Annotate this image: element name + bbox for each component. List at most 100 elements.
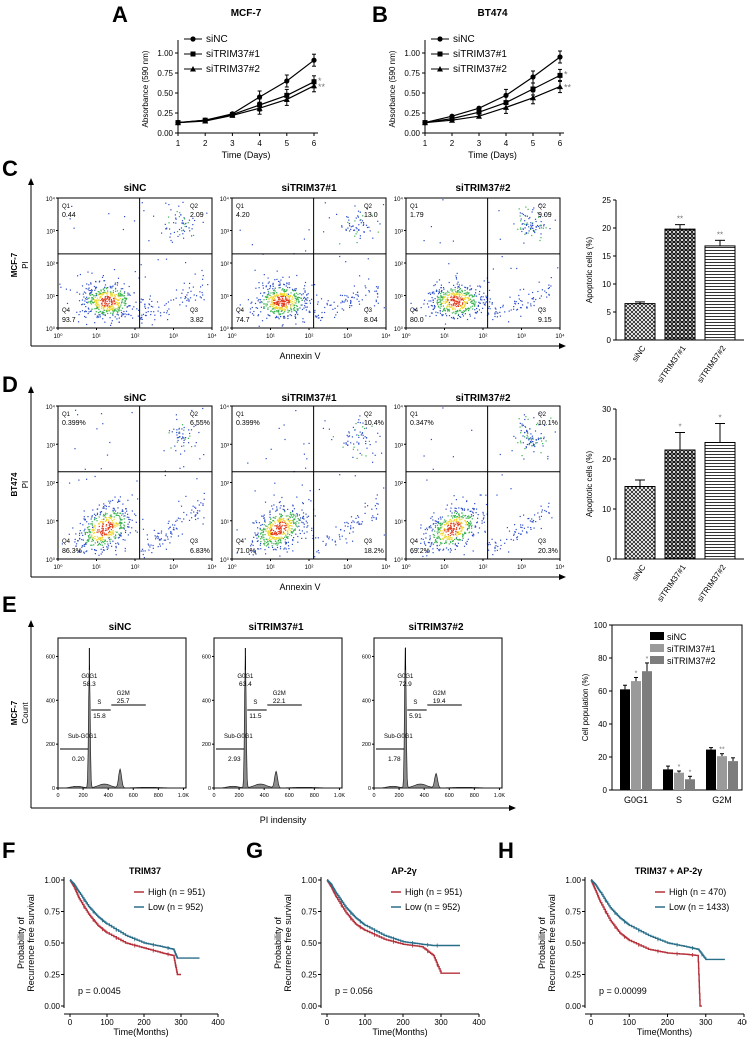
y-tick-label: 10²: [394, 482, 403, 488]
dot: [83, 552, 85, 554]
dot: [164, 304, 166, 306]
dot: [263, 517, 265, 519]
dot: [326, 536, 328, 538]
dot: [93, 526, 95, 528]
dot: [318, 488, 320, 491]
dot: [110, 291, 112, 293]
quad-value-q2: 13.0: [364, 212, 378, 219]
dot: [292, 298, 294, 300]
dot: [432, 308, 434, 310]
dot: [286, 307, 288, 309]
dot: [277, 296, 279, 299]
dot: [99, 530, 101, 532]
dot: [423, 541, 425, 543]
dot: [453, 519, 456, 521]
dot: [115, 547, 117, 549]
dot: [284, 539, 286, 541]
dot: [273, 295, 275, 297]
dot: [254, 302, 257, 305]
dot: [540, 433, 542, 435]
dot: [93, 301, 95, 303]
dot: [103, 298, 105, 300]
dot: [257, 315, 259, 317]
dot: [288, 527, 290, 529]
dot: [188, 429, 190, 431]
dot: [500, 539, 502, 541]
dot: [410, 302, 412, 304]
dot: [290, 304, 292, 306]
dot: [195, 507, 197, 509]
dot: [468, 293, 470, 295]
dot: [489, 543, 491, 546]
dot: [277, 543, 279, 545]
dot: [100, 512, 102, 514]
dot: [104, 297, 106, 299]
dot: [259, 527, 261, 529]
dot: [429, 539, 431, 541]
dot: [86, 478, 88, 480]
dot-plot-title: siTRIM37#2: [455, 393, 510, 404]
dot: [160, 315, 162, 317]
dot: [540, 225, 542, 227]
dot: [296, 308, 298, 310]
dot: [117, 302, 119, 304]
dot: [108, 310, 110, 312]
dot: [294, 529, 296, 531]
dot: [455, 521, 457, 523]
dot: [278, 314, 280, 316]
dot: [93, 513, 96, 515]
dot: [120, 532, 122, 535]
dot: [272, 536, 274, 538]
survival-curve-high: [326, 879, 460, 974]
dot: [465, 294, 467, 296]
dot: [260, 306, 262, 308]
panel-letter-f: F: [2, 838, 15, 863]
dot: [120, 526, 122, 528]
dot: [188, 519, 191, 521]
dot: [272, 284, 274, 286]
dot: [124, 531, 127, 534]
dot: [108, 521, 110, 523]
y-axis-label-2: Recurrence free survival: [547, 894, 557, 992]
y-tick-label: 25: [602, 196, 611, 205]
dot: [496, 316, 498, 318]
dot: [110, 516, 112, 518]
dot: [86, 542, 88, 544]
dot: [295, 410, 297, 412]
dot: [269, 533, 271, 535]
dot: [107, 543, 109, 545]
y-tick-label: 10³: [46, 230, 55, 236]
dot: [110, 292, 112, 294]
dot: [441, 299, 443, 301]
dot: [470, 510, 472, 512]
dot: [321, 311, 323, 314]
dot: [357, 515, 359, 517]
quad-value-q1: 0.399%: [62, 420, 86, 427]
dot: [107, 547, 109, 549]
dot: [304, 305, 306, 307]
dot: [472, 299, 475, 301]
dot: [297, 298, 299, 300]
dot: [107, 537, 110, 539]
dot: [181, 222, 183, 224]
dot: [443, 521, 445, 523]
dot: [531, 440, 533, 443]
dot: [433, 534, 435, 536]
dot: [431, 292, 433, 294]
dot: [525, 215, 527, 217]
dot: [102, 530, 104, 532]
dot: [255, 553, 257, 555]
dot: [109, 523, 111, 525]
dot: [278, 298, 280, 300]
dot: [292, 519, 294, 521]
dot: [274, 533, 276, 535]
dot: [274, 308, 276, 310]
dot: [104, 314, 106, 316]
dot: [532, 519, 535, 522]
dot: [88, 526, 90, 528]
dot: [548, 502, 550, 504]
dot: [276, 300, 278, 302]
dot: [446, 306, 448, 308]
dot: [526, 531, 528, 533]
dot: [345, 261, 347, 263]
